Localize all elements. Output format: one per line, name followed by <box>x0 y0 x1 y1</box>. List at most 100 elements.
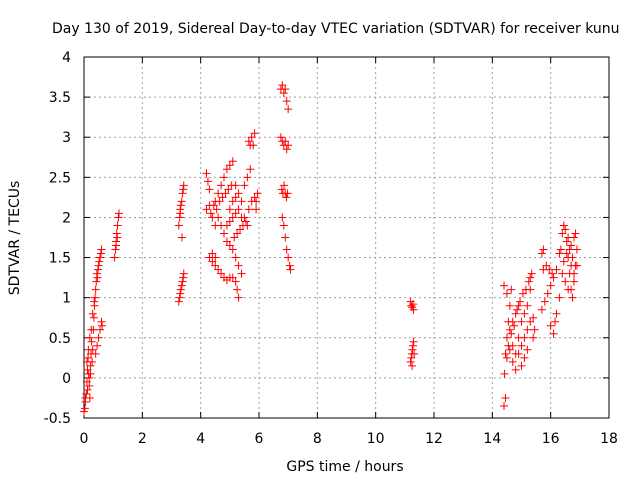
y-axis-label: SDTVAR / TECUs <box>7 181 23 296</box>
data-point <box>178 189 187 198</box>
data-point <box>546 321 555 330</box>
data-point <box>96 253 105 262</box>
data-point <box>233 229 242 238</box>
data-point <box>513 305 522 314</box>
data-point <box>249 141 258 150</box>
x-tick-label: 8 <box>313 431 322 447</box>
data-point <box>516 297 525 306</box>
data-point <box>177 197 186 206</box>
x-tick-label: 12 <box>425 431 443 447</box>
data-point <box>276 133 285 142</box>
data-point <box>176 285 185 294</box>
data-point <box>215 197 224 206</box>
data-point <box>237 213 246 222</box>
data-point <box>209 201 218 210</box>
data-point <box>91 285 100 294</box>
data-point <box>501 393 510 402</box>
grid <box>84 57 609 418</box>
data-point <box>521 285 530 294</box>
data-point <box>500 401 508 410</box>
data-point <box>205 185 214 194</box>
data-point <box>231 277 240 286</box>
data-point <box>230 233 239 242</box>
data-point <box>549 273 558 282</box>
data-point <box>517 361 526 370</box>
data-point <box>409 305 418 314</box>
x-axis-label: GPS time / hours <box>286 459 403 475</box>
data-point <box>218 193 227 202</box>
data-point <box>508 357 517 366</box>
data-point <box>507 329 516 338</box>
data-point <box>176 289 185 298</box>
data-point <box>564 285 573 294</box>
data-point <box>228 273 237 282</box>
y-tick-label: 2.5 <box>49 170 71 186</box>
data-point <box>225 217 234 226</box>
data-point <box>284 253 293 262</box>
data-point <box>217 181 226 190</box>
data-point <box>567 241 576 250</box>
data-point <box>87 325 96 334</box>
data-point <box>80 407 88 416</box>
data-point <box>517 317 526 326</box>
data-point <box>222 237 231 246</box>
data-point <box>240 181 249 190</box>
data-point <box>234 293 243 302</box>
data-point <box>206 209 215 218</box>
data-point <box>505 301 514 310</box>
data-point <box>530 325 539 334</box>
x-tick-label: 18 <box>600 431 618 447</box>
data-point <box>570 233 578 242</box>
data-point <box>281 233 290 242</box>
data-point <box>282 97 291 106</box>
data-point <box>208 257 217 266</box>
data-point <box>113 233 122 242</box>
data-point <box>84 345 93 354</box>
data-point <box>500 281 508 290</box>
data-point <box>222 221 231 230</box>
data-point <box>562 237 571 246</box>
data-point <box>112 229 121 238</box>
tick-marks <box>83 56 610 419</box>
data-point <box>214 213 223 222</box>
data-point <box>228 157 237 166</box>
data-point <box>96 325 105 334</box>
data-point <box>511 309 520 318</box>
data-point <box>228 245 237 254</box>
y-tick-label: 4 <box>62 50 71 66</box>
data-point <box>237 269 246 278</box>
data-point <box>529 313 538 322</box>
data-point <box>279 89 288 98</box>
data-point <box>568 253 577 262</box>
data-point <box>243 173 252 182</box>
data-point <box>507 285 516 294</box>
data-point <box>282 193 291 202</box>
data-point <box>114 213 123 222</box>
data-point <box>96 249 105 258</box>
data-point <box>514 349 523 358</box>
data-point <box>236 225 245 234</box>
data-point <box>278 81 287 90</box>
data-point <box>559 257 568 266</box>
data-point <box>214 265 223 274</box>
data-point <box>175 213 184 222</box>
y-tick-label: 1.5 <box>49 251 71 267</box>
data-point <box>277 185 286 194</box>
data-point <box>95 257 104 266</box>
data-point <box>540 297 549 306</box>
data-point <box>281 85 290 94</box>
data-point <box>537 249 546 258</box>
data-point <box>546 281 555 290</box>
data-point <box>549 329 558 338</box>
data-point <box>279 221 288 230</box>
data-point <box>551 317 560 326</box>
data-point <box>231 209 240 218</box>
data-point <box>86 369 95 378</box>
data-point <box>203 177 212 186</box>
data-point <box>558 229 567 238</box>
data-point <box>252 197 261 206</box>
data-point <box>570 277 578 286</box>
y-tick-label: 3 <box>62 130 71 146</box>
data-point <box>505 345 514 354</box>
